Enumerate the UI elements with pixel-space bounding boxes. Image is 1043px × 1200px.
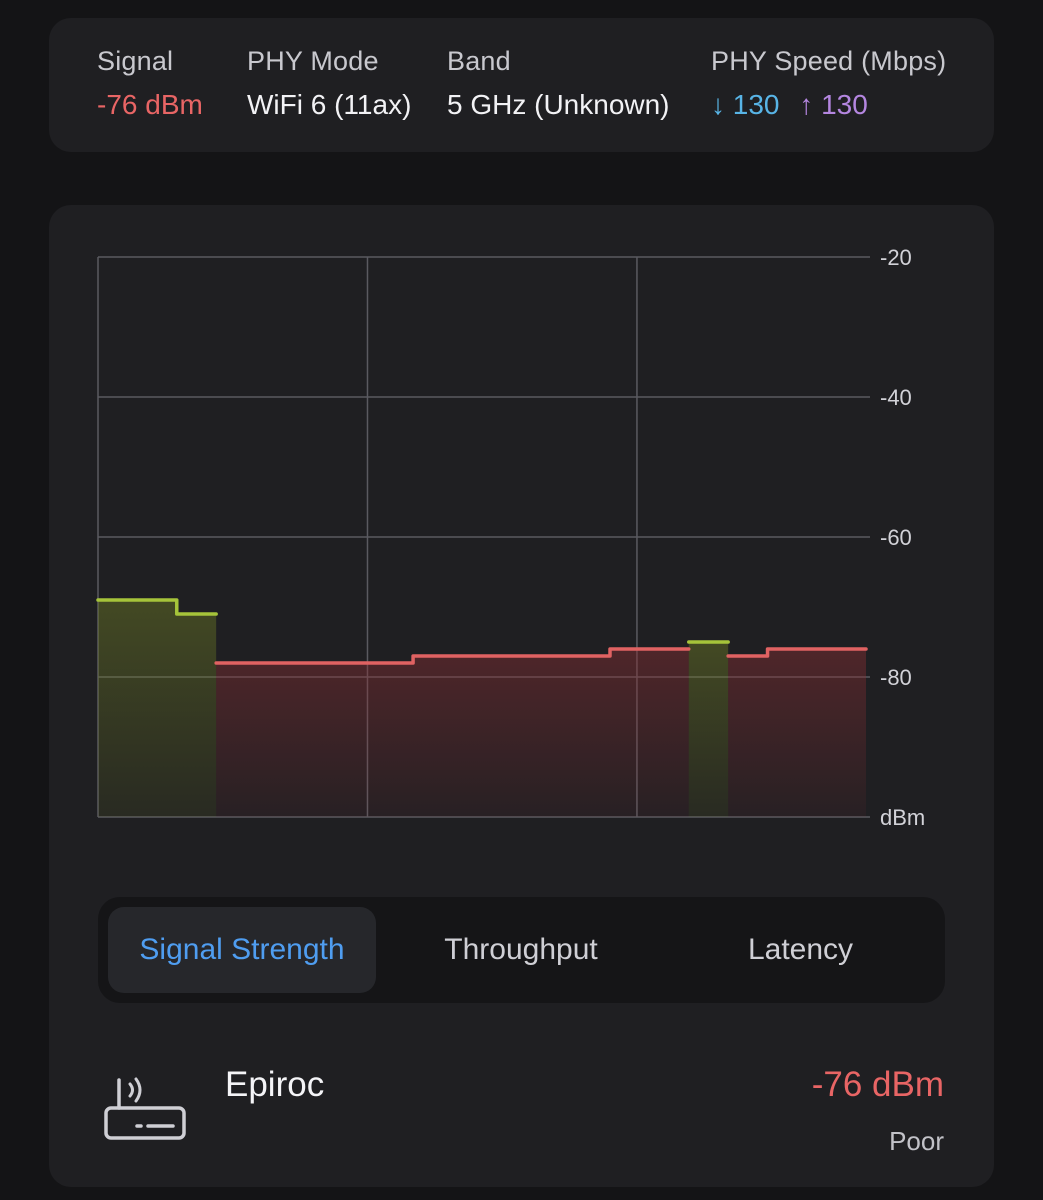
upload-speed: 130 (821, 89, 868, 120)
y-tick-label: -20 (880, 245, 912, 270)
phy-speed-value: ↓ 130 ↑ 130 (711, 89, 946, 121)
poor-signal-area (728, 649, 866, 817)
phy-mode-value: WiFi 6 (11ax) (247, 89, 412, 120)
metric-tab-bar: Signal Strength Throughput Latency (98, 897, 945, 1003)
tab-latency[interactable]: Latency (747, 933, 854, 966)
band-label: Band (447, 46, 511, 76)
y-tick-label: -60 (880, 525, 912, 550)
arrow-down-icon: ↓ (711, 89, 725, 120)
poor-signal-line (214, 647, 691, 665)
band-value: 5 GHz (Unknown) (447, 89, 670, 120)
good-signal-line (96, 598, 218, 616)
good-signal-area (688, 642, 729, 817)
band-info: Band 5 GHz (Unknown) (447, 46, 670, 121)
router-icon (104, 1077, 186, 1140)
chart-areas (98, 600, 866, 817)
y-tick-label: -80 (880, 665, 912, 690)
chart-lines (96, 598, 868, 665)
signal-info: Signal -76 dBm (97, 46, 203, 121)
poor-signal-line (726, 647, 868, 658)
network-quality-label: Poor (889, 1126, 944, 1156)
connection-info-card: Signal -76 dBm PHY Mode WiFi 6 (11ax) Ba… (49, 18, 994, 152)
tab-throughput[interactable]: Throughput (444, 933, 598, 966)
chart-labels: -20 -40 -60 -80 dBm (880, 245, 925, 830)
phy-speed-info: PHY Speed (Mbps) ↓ 130 ↑ 130 (711, 46, 946, 121)
network-list-item[interactable]: Epiroc -76 dBm Poor (49, 1050, 994, 1170)
phy-speed-label: PHY Speed (Mbps) (711, 46, 947, 76)
y-axis-unit-label: dBm (880, 805, 925, 830)
good-signal-area (98, 600, 217, 817)
arrow-up-icon: ↑ (799, 89, 814, 120)
download-speed: 130 (732, 89, 780, 120)
signal-label: Signal (97, 46, 174, 76)
y-tick-label: -40 (880, 385, 912, 410)
signal-chart-card: -20 -40 -60 -80 dBm Signal Strength Throughp… (49, 205, 994, 1187)
phy-mode-label: PHY Mode (247, 46, 379, 76)
tab-signal-strength[interactable]: Signal Strength (108, 907, 376, 993)
network-signal-value: -76 dBm (811, 1065, 944, 1104)
poor-signal-area (216, 649, 689, 817)
network-name: Epiroc (225, 1065, 325, 1104)
signal-value: -76 dBm (97, 89, 203, 120)
phy-mode-info: PHY Mode WiFi 6 (11ax) (247, 46, 411, 121)
signal-strength-chart: -20 -40 -60 -80 dBm (96, 245, 925, 830)
